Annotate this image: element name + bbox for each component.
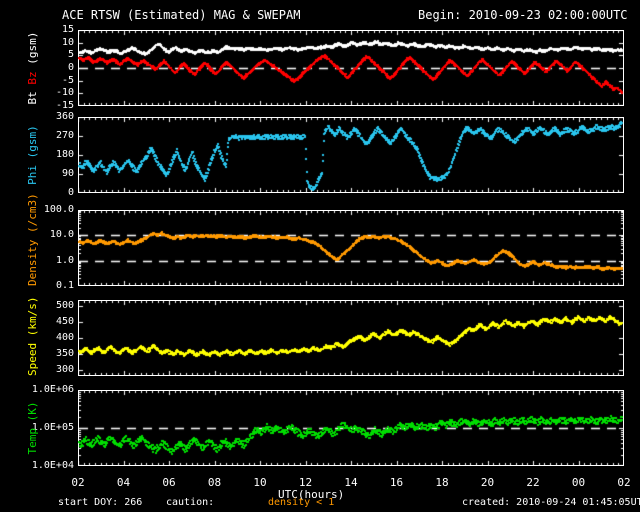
panel-speed-canvas [78, 300, 624, 376]
panel-bt-bz-ytick-3: 0 [67, 62, 74, 73]
panel-speed-ytick-2: 400 [55, 332, 74, 343]
panel-bt-bz-ytick-5: -10 [55, 87, 74, 99]
panel-bt-bz-axis-title-part-0: Bt [26, 84, 39, 105]
x-tick-08: 08 [207, 476, 222, 489]
panel-bt-bz-canvas [78, 30, 624, 106]
begin-timestamp: Begin: 2010-09-23 02:00:00UTC [418, 8, 628, 22]
panel-speed-ytick-3: 350 [55, 347, 74, 359]
panel-density-ytick-0: 100.0 [43, 204, 74, 215]
page-title: ACE RTSW (Estimated) MAG & SWEPAM [62, 8, 301, 22]
panel-bt-bz-ytick-2: 5 [67, 49, 74, 61]
panel-bt-bz-axis-title: Bt Bz (gsm) [26, 30, 39, 106]
panel-phi-canvas [78, 117, 624, 193]
caution-label: caution: [166, 497, 215, 508]
x-tick-22: 22 [526, 476, 540, 489]
start-doy-label: start DOY: 266 [58, 497, 143, 508]
panel-bt-bz-ytick-4: -5 [61, 74, 74, 86]
panel-phi-ytick-3: 90 [61, 168, 74, 179]
created-timestamp: created: 2010-09-24 01:45:05UTC [462, 497, 640, 508]
x-axis-label: UTC(hours) [278, 488, 345, 501]
panel-density-ytick-2: 1.0 [55, 254, 74, 266]
panel-bt-bz-ytick-1: 10 [61, 36, 74, 48]
x-tick-02: 02 [617, 476, 631, 489]
panel-density-ytick-1: 10.0 [49, 229, 74, 241]
caution-value: density < 1 [268, 497, 335, 508]
panel-temp-ytick-1: 1.0E+05 [31, 422, 74, 433]
panel-bt-bz-ytick-0: 15 [61, 24, 74, 35]
x-tick-10: 10 [253, 476, 267, 489]
x-tick-06: 06 [162, 476, 176, 489]
x-tick-20: 20 [480, 476, 495, 489]
x-tick-16: 16 [389, 476, 404, 489]
panel-bt-bz-axis-title-part-1: Bz [26, 64, 39, 85]
panel-density-canvas [78, 210, 624, 286]
panel-density-axis-title: Density (/cm3) [26, 193, 39, 286]
panel-speed-ytick-4: 300 [55, 363, 74, 375]
panel-temp-ytick-0: 1.0E+06 [31, 384, 74, 395]
x-tick-18: 18 [435, 476, 449, 489]
panel-phi-ytick-4: 0 [67, 187, 74, 198]
panel-speed-axis-title: Speed (km/s) [26, 296, 39, 376]
panel-speed-ytick-1: 450 [55, 316, 74, 328]
panel-temp-ytick-2: 1.0E+04 [31, 460, 74, 471]
panel-bt-bz-axis-title-part-2: (gsm) [26, 31, 39, 65]
panel-phi-axis-title: Phi (gsm) [26, 125, 39, 185]
panel-temp-canvas [78, 390, 624, 466]
panel-phi-ytick-0: 360 [55, 111, 74, 122]
panel-density-ytick-3: 0.1 [55, 280, 74, 291]
x-tick-12: 12 [298, 476, 313, 489]
panel-temp-axis-title: Temp (K) [26, 401, 39, 455]
panel-bt-bz-ytick-6: -15 [55, 100, 74, 111]
x-tick-00: 00 [571, 476, 586, 489]
x-tick-02: 02 [71, 476, 85, 489]
x-axis-ticks: 02 04 06 08 10 12 14 16 18 20 22 00 02 [0, 476, 640, 490]
x-tick-04: 04 [116, 476, 131, 489]
panel-phi-ytick-1: 270 [55, 130, 74, 141]
panel-phi-ytick-2: 180 [55, 149, 74, 160]
panel-speed-ytick-0: 500 [55, 300, 74, 312]
x-tick-14: 14 [344, 476, 358, 489]
